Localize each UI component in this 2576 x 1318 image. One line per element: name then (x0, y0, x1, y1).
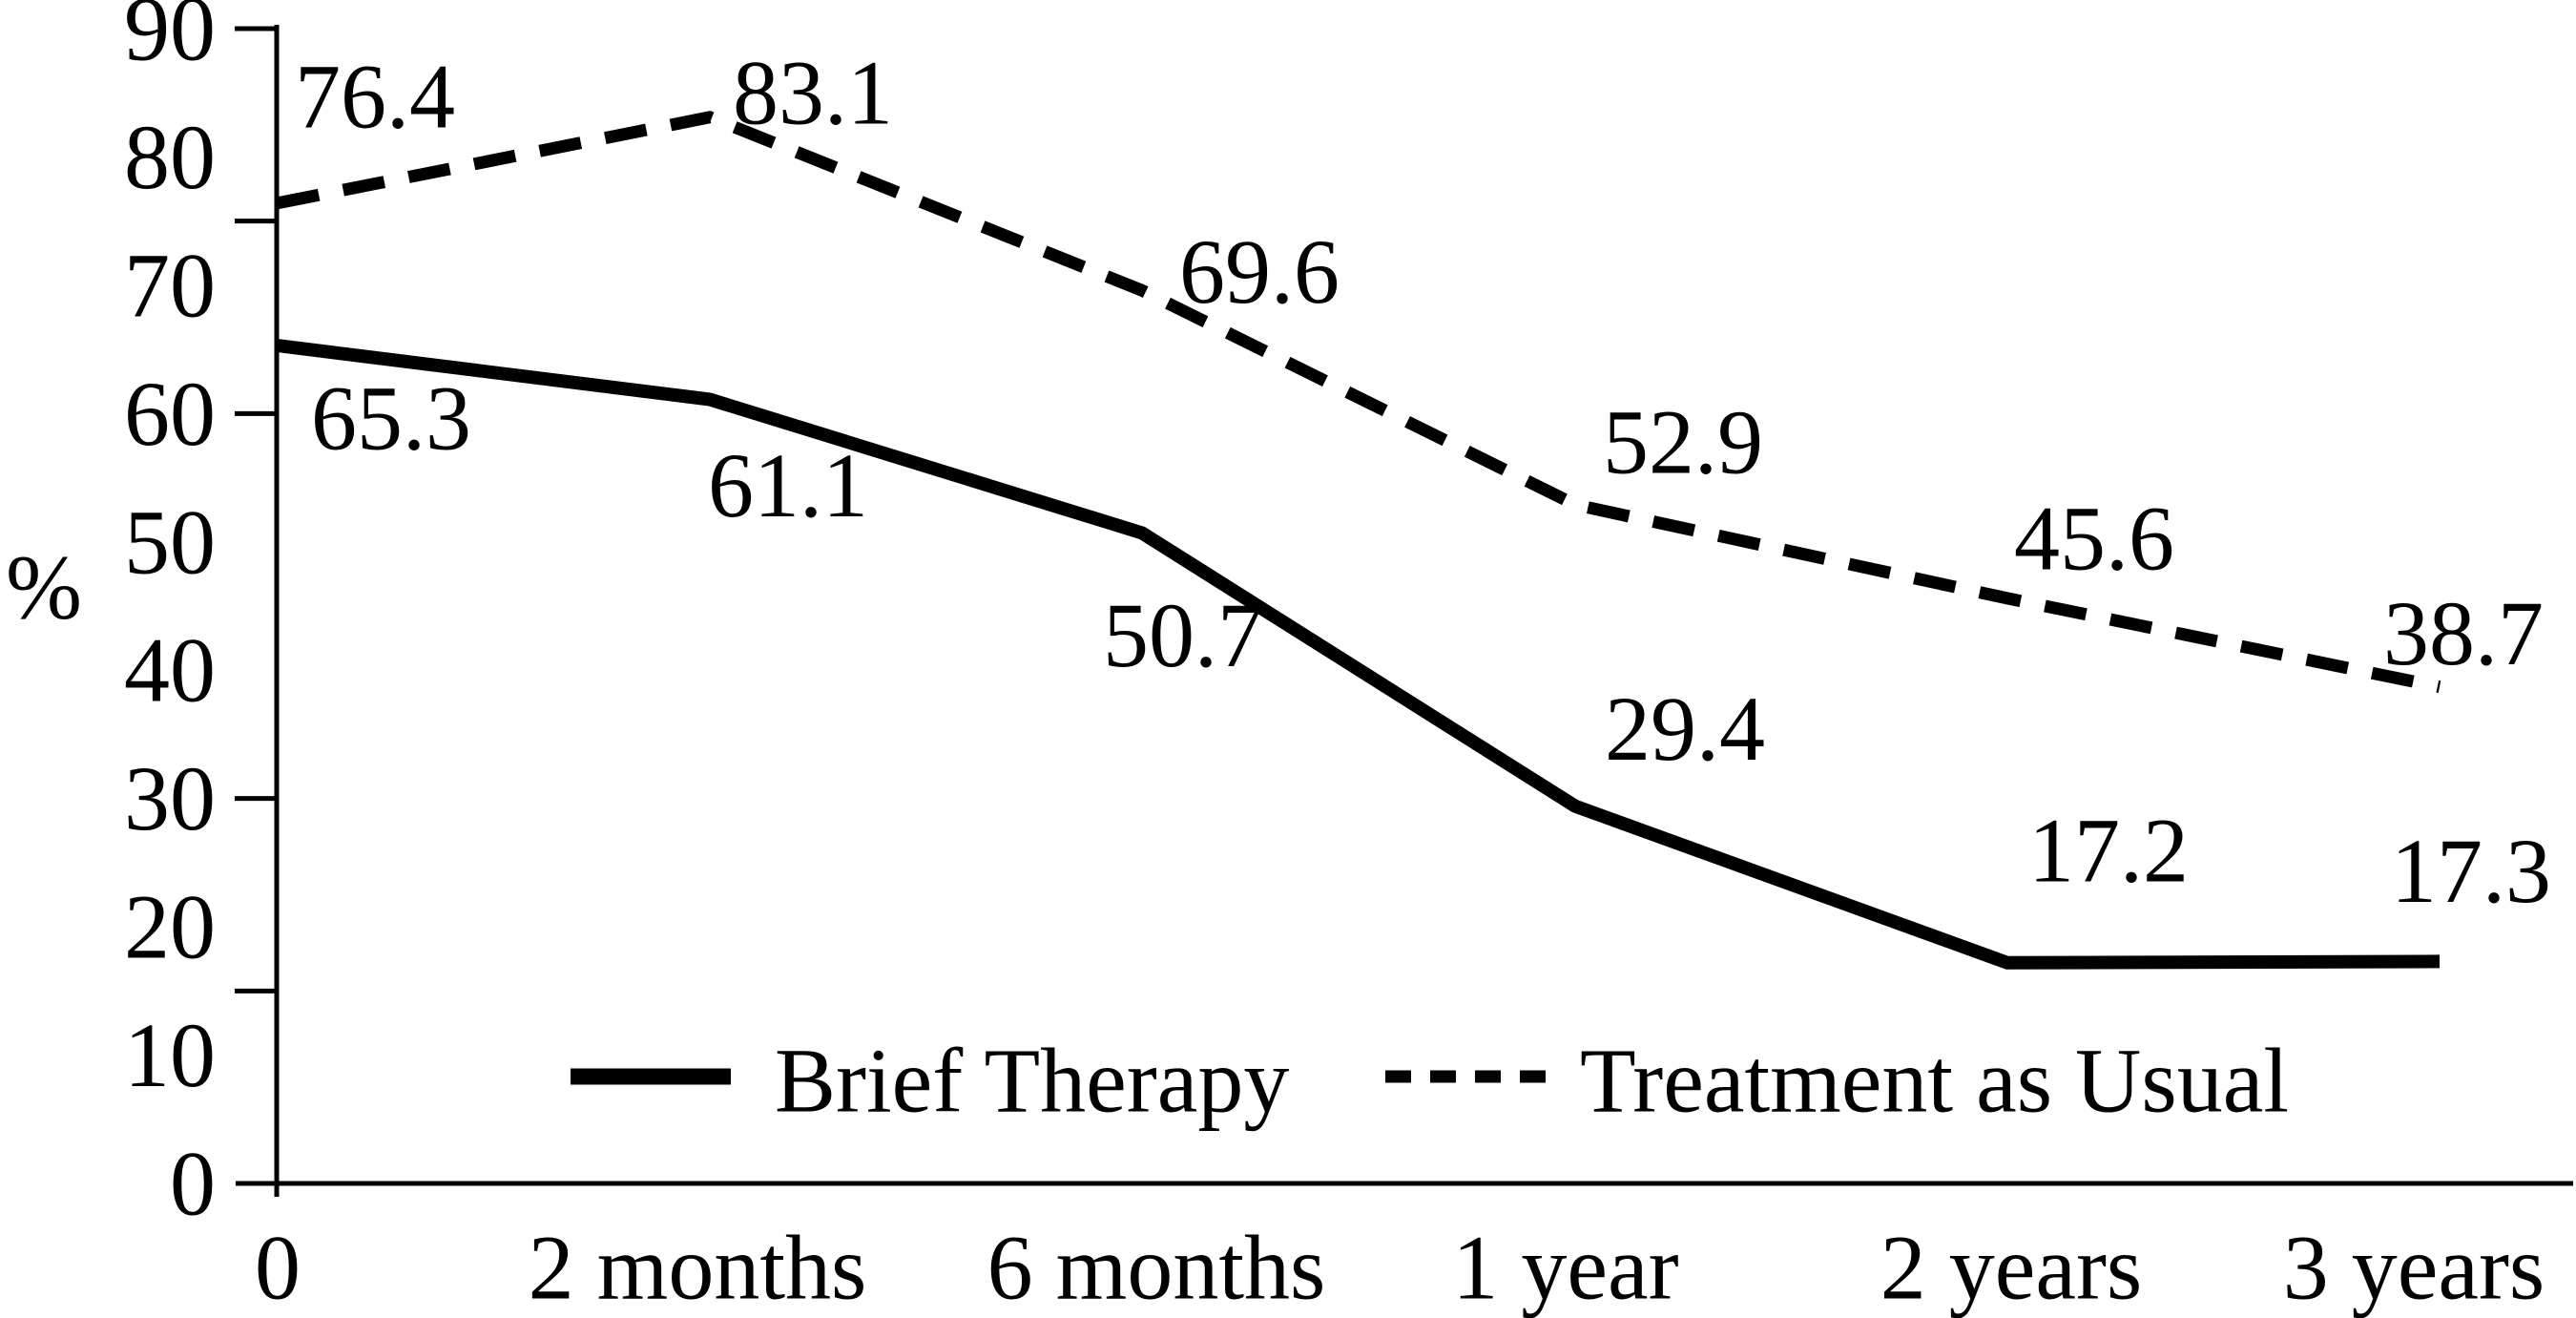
x-tick-label: 6 months (987, 1217, 1326, 1318)
data-label-brief-therapy: 61.1 (708, 434, 868, 536)
x-tick-label: 0 (255, 1217, 301, 1318)
data-label-treatment-as-usual: 69.6 (1179, 220, 1340, 323)
legend-label-brief-therapy: Brief Therapy (775, 1030, 1289, 1132)
data-label-brief-therapy: 17.2 (2028, 799, 2189, 901)
data-label-treatment-as-usual: 45.6 (2014, 487, 2174, 589)
data-label-treatment-as-usual: 76.4 (295, 45, 455, 147)
series-line-brief-therapy (277, 339, 2441, 970)
y-axis-title: % (6, 536, 82, 638)
y-tick-label: 90 (124, 0, 216, 80)
legend-label-treatment-as-usual: Treatment as Usual (1580, 1030, 2289, 1132)
y-tick-label: 40 (124, 619, 216, 722)
data-label-brief-therapy: 50.7 (1103, 584, 1263, 686)
data-label-treatment-as-usual: 38.7 (2383, 582, 2544, 684)
data-label-treatment-as-usual: 83.1 (733, 41, 893, 143)
y-tick-label: 10 (124, 1004, 216, 1106)
data-label-brief-therapy: 65.3 (311, 367, 471, 470)
y-tick-label: 0 (170, 1133, 216, 1235)
data-label-brief-therapy: 17.3 (2391, 820, 2551, 922)
y-tick-label: 70 (124, 234, 216, 336)
series-line-treatment-as-usual (276, 111, 2441, 694)
y-tick-label: 30 (124, 747, 216, 849)
y-tick-label: 80 (124, 106, 216, 208)
data-label-brief-therapy: 29.4 (1605, 678, 1765, 780)
x-tick-label: 3 years (2283, 1217, 2545, 1318)
y-tick-label: 50 (124, 491, 216, 593)
x-tick-label: 2 months (529, 1217, 867, 1318)
y-tick-label: 60 (124, 363, 216, 465)
data-label-treatment-as-usual: 52.9 (1603, 390, 1763, 492)
x-tick-label: 2 years (1880, 1217, 2143, 1318)
y-tick-label: 20 (124, 876, 216, 978)
x-tick-label: 1 year (1452, 1217, 1678, 1318)
